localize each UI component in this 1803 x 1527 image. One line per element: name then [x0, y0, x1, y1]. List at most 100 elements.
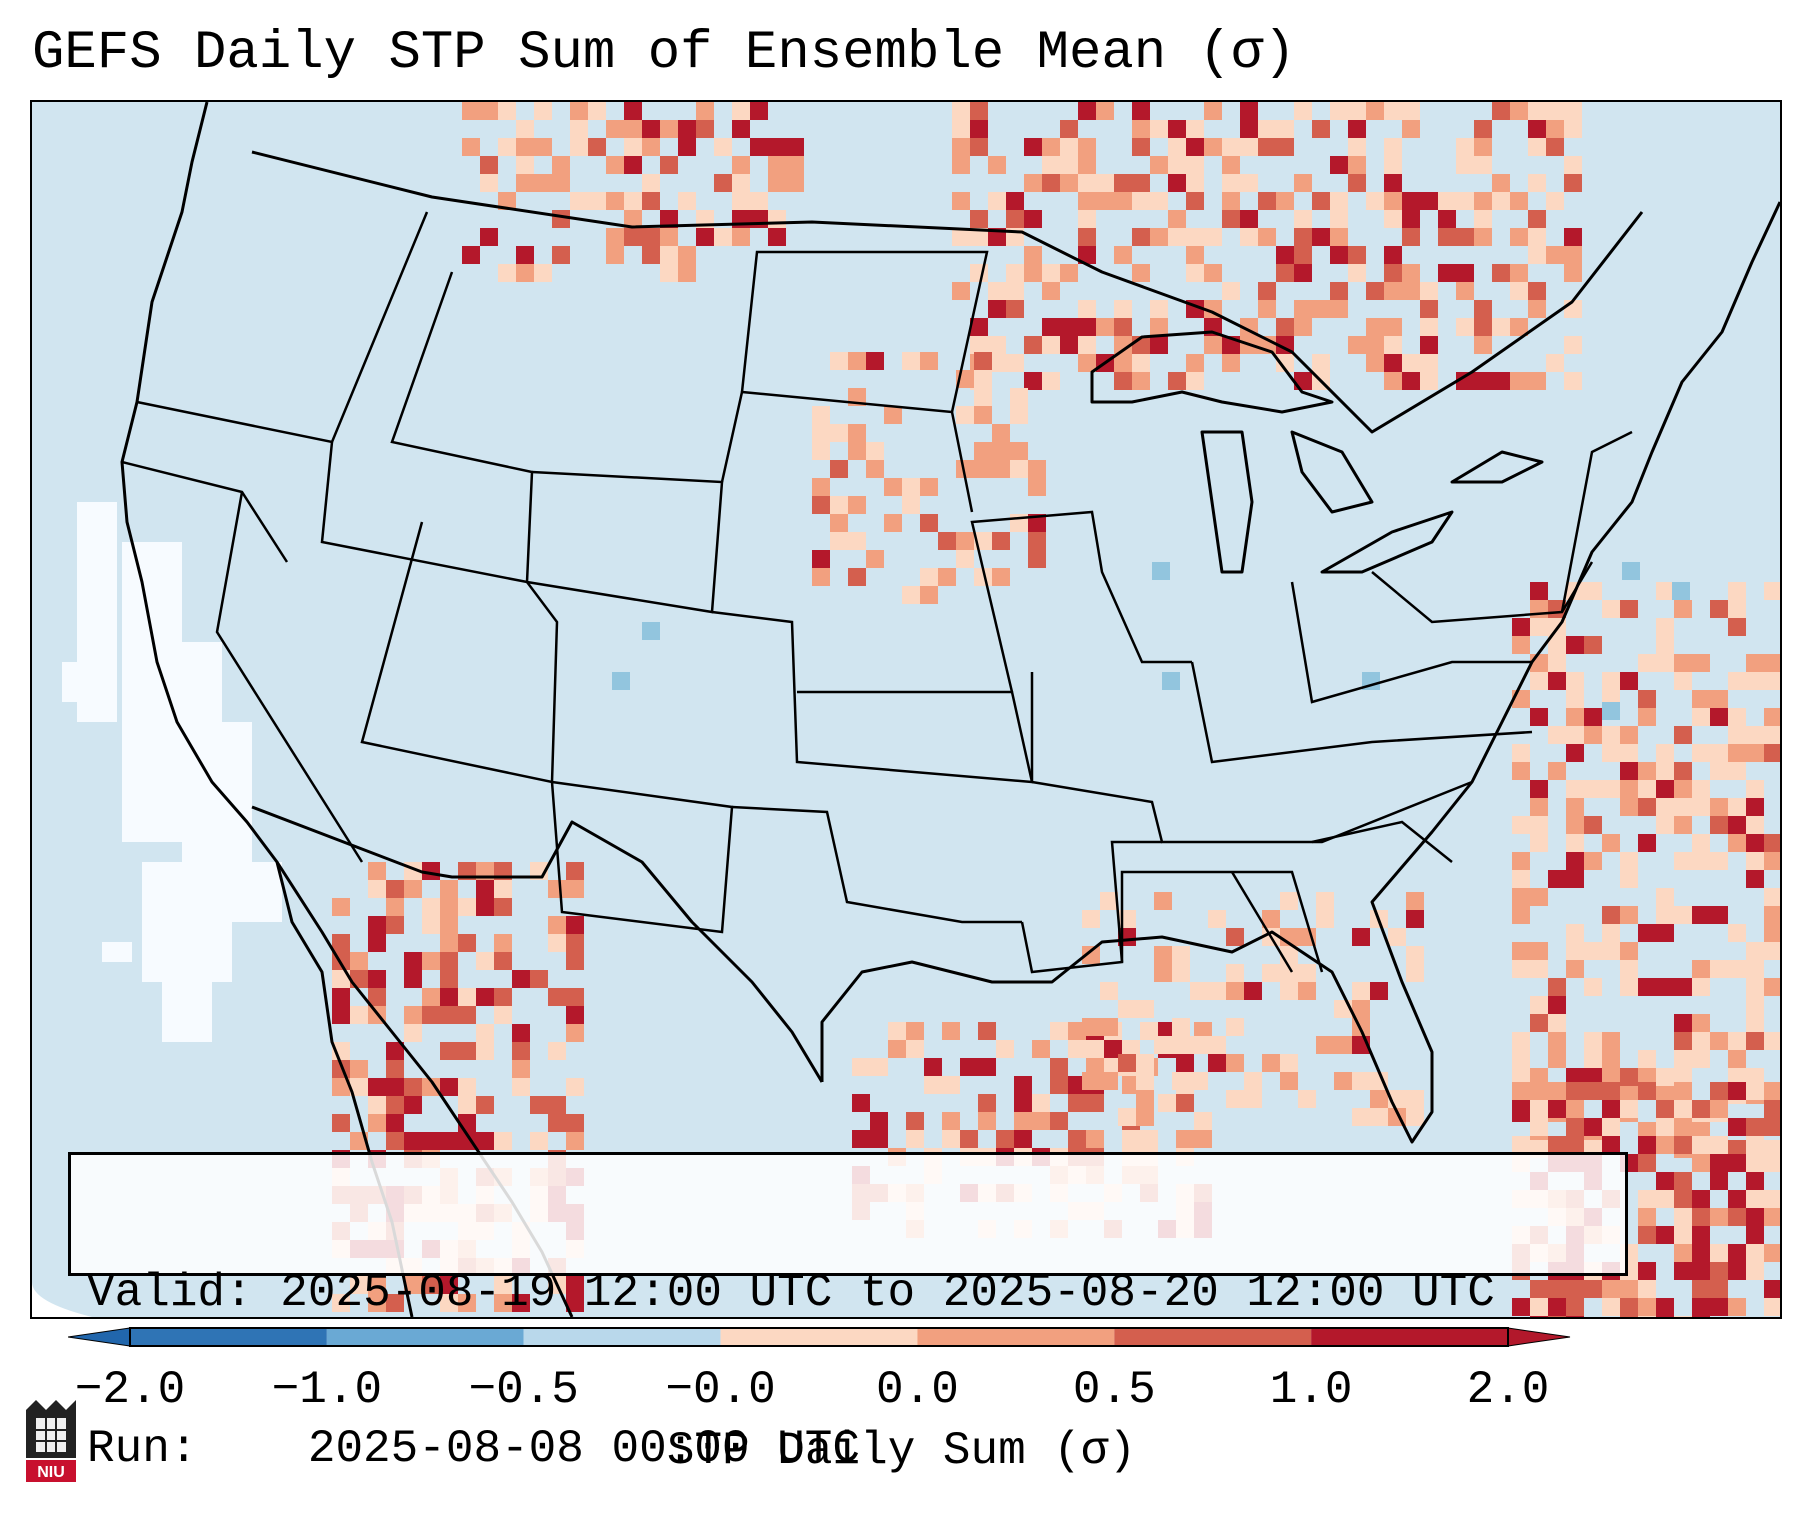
info-box: Valid: 2025-08-19 12:00 UTC to 2025-08-2… [68, 1152, 1628, 1475]
anomaly-pixel [422, 988, 440, 1006]
anomaly-pixel [1176, 1094, 1194, 1112]
anomaly-pixel [978, 1022, 996, 1040]
anomaly-pixel [1096, 318, 1114, 336]
anomaly-pixel [1474, 138, 1492, 156]
anomaly-pixel [1474, 228, 1492, 246]
anomaly-pixel [1692, 960, 1710, 978]
anomaly-pixel [1420, 354, 1438, 372]
anomaly-pixel [920, 478, 938, 496]
anomaly-pixel [566, 952, 584, 970]
anomaly-pixel [1746, 1118, 1764, 1136]
anomaly-pixel [660, 210, 678, 228]
anomaly-pixel [1042, 174, 1060, 192]
anomaly-pixel [1006, 210, 1024, 228]
anomaly-pixel [570, 102, 588, 120]
anomaly-pixel [516, 156, 534, 174]
anomaly-pixel [768, 174, 786, 192]
anomaly-pixel [1746, 726, 1764, 744]
anomaly-pixel [1060, 120, 1078, 138]
anomaly-pixel [1312, 354, 1330, 372]
anomaly-pixel [732, 120, 750, 138]
anomaly-pixel [1420, 372, 1438, 390]
anomaly-pixel [552, 174, 570, 192]
anomaly-pixel [1692, 1244, 1710, 1262]
anomaly-pixel [1602, 1050, 1620, 1068]
anomaly-pixel [1204, 336, 1222, 354]
anomaly-pixel [1546, 120, 1564, 138]
anomaly-pixels [332, 102, 1780, 1317]
anomaly-pixel [1566, 942, 1584, 960]
anomaly-pixel [404, 1078, 422, 1096]
anomaly-pixel [1746, 1226, 1764, 1244]
anomaly-pixel [660, 156, 678, 174]
anomaly-pixel [1728, 600, 1746, 618]
anomaly-pixel [1136, 1054, 1154, 1072]
anomaly-pixel [1674, 654, 1692, 672]
anomaly-pixel [848, 532, 866, 550]
colorbar-segment [1114, 1328, 1312, 1346]
anomaly-pixel [1158, 1022, 1176, 1040]
anomaly-pixel [1132, 228, 1150, 246]
anomaly-pixel [350, 952, 368, 970]
anomaly-pixel [1530, 618, 1548, 636]
anomaly-pixel [830, 532, 848, 550]
anomaly-pixel [952, 228, 970, 246]
anomaly-pixel [1674, 1262, 1692, 1280]
anomaly-pixel [1528, 138, 1546, 156]
anomaly-pixel [368, 1276, 386, 1294]
anomaly-pixel [1510, 192, 1528, 210]
anomaly-pixel [1692, 744, 1710, 762]
anomaly-pixel [1728, 582, 1746, 600]
anomaly-pixel [404, 1096, 422, 1114]
anomaly-pixel [1764, 906, 1780, 924]
anomaly-pixel [1710, 1208, 1728, 1226]
anomaly-pixel [1186, 138, 1204, 156]
anomaly-pixel [516, 174, 534, 192]
anomaly-pixel [1566, 1104, 1584, 1122]
anomaly-pixel [1692, 654, 1710, 672]
anomaly-pixel [1456, 282, 1474, 300]
map-canvas [32, 102, 1780, 1317]
anomaly-pixel [1352, 1108, 1370, 1126]
anomaly-pixel [1566, 708, 1584, 726]
anomaly-pixel [1348, 156, 1366, 174]
anomaly-pixel [512, 1060, 530, 1078]
anomaly-pixel [1584, 1032, 1602, 1050]
anomaly-pixel [350, 1078, 368, 1096]
anomaly-pixel [1068, 1094, 1086, 1112]
anomaly-pixel [1564, 120, 1582, 138]
anomaly-pixel [1140, 1130, 1158, 1148]
anomaly-pixel [1674, 816, 1692, 834]
anomaly-pixel [1656, 1118, 1674, 1136]
anomaly-pixel [1620, 600, 1638, 618]
anomaly-pixel [440, 1078, 458, 1096]
anomaly-pixel [1710, 690, 1728, 708]
anomaly-pixel [368, 862, 386, 880]
anomaly-pixel [1638, 1316, 1656, 1317]
anomaly-pixel [1316, 1036, 1334, 1054]
anomaly-pixel [1620, 960, 1638, 978]
anomaly-pixel [1548, 996, 1566, 1014]
anomaly-pixel [480, 174, 498, 192]
anomaly-pixel [1024, 372, 1042, 390]
anomaly-pixel [1710, 960, 1728, 978]
anomaly-pixel [1474, 192, 1492, 210]
anomaly-pixel [606, 228, 624, 246]
anomaly-pixel [1764, 1082, 1780, 1100]
anomaly-pixel [920, 352, 938, 370]
anomaly-pixel [1294, 300, 1312, 318]
anomaly-pixel [1028, 460, 1046, 478]
anomaly-pixel [1348, 246, 1366, 264]
anomaly-pixel [1602, 1082, 1620, 1100]
anomaly-pixel [1024, 246, 1042, 264]
anomaly-pixel [1638, 1298, 1656, 1316]
anomaly-pixel [1172, 1018, 1190, 1036]
anomaly-pixel [350, 1276, 368, 1294]
lake-ontario [1450, 450, 1544, 484]
anomaly-pixel [1276, 318, 1294, 336]
anomaly-pixel [1584, 852, 1602, 870]
anomaly-pixel [1150, 192, 1168, 210]
anomaly-pixel [1548, 1136, 1566, 1154]
anomaly-pixel [1330, 192, 1348, 210]
anomaly-pixel [1692, 1316, 1710, 1317]
